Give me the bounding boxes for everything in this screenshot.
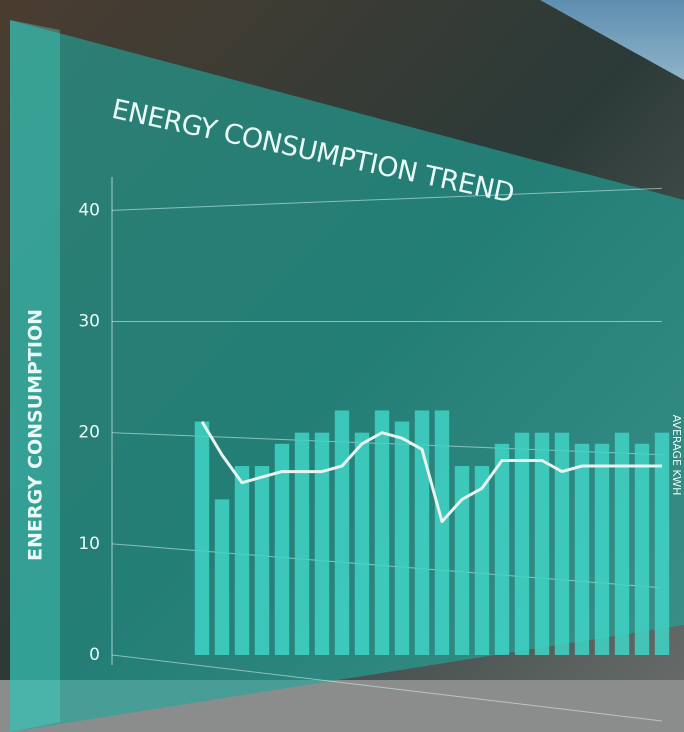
bar <box>294 432 310 655</box>
y-tick-label: 30 <box>78 312 100 332</box>
bar <box>454 466 470 655</box>
bar <box>514 432 530 655</box>
bar <box>254 466 270 655</box>
bar <box>234 466 250 655</box>
grid-line <box>111 187 663 211</box>
bar <box>214 499 230 655</box>
bar <box>594 443 610 655</box>
grid-line <box>111 654 663 722</box>
bar <box>314 432 330 655</box>
y-axis-label: ENERGY CONSUMPTION <box>25 309 47 561</box>
bar <box>554 432 570 655</box>
bar <box>354 432 370 655</box>
bar <box>194 421 210 655</box>
y-tick-label: 40 <box>78 200 100 220</box>
panel-edge <box>10 20 60 732</box>
bar <box>654 432 670 655</box>
bar <box>374 410 390 655</box>
bar <box>274 443 290 655</box>
bar <box>614 432 630 655</box>
bar <box>634 443 650 655</box>
bar <box>574 443 590 655</box>
bar <box>474 466 490 655</box>
y-tick-label: 20 <box>78 423 100 443</box>
trend-line <box>200 420 662 524</box>
bar <box>334 410 350 655</box>
bar <box>494 443 510 655</box>
bar <box>394 421 410 655</box>
y-tick-label: 0 <box>89 645 100 665</box>
bar <box>434 410 450 655</box>
bar <box>534 432 550 655</box>
sky <box>540 0 684 80</box>
bar <box>414 410 430 655</box>
y2-axis-label: AVERAGE KWH <box>670 415 683 496</box>
y-tick-label: 10 <box>78 534 100 554</box>
